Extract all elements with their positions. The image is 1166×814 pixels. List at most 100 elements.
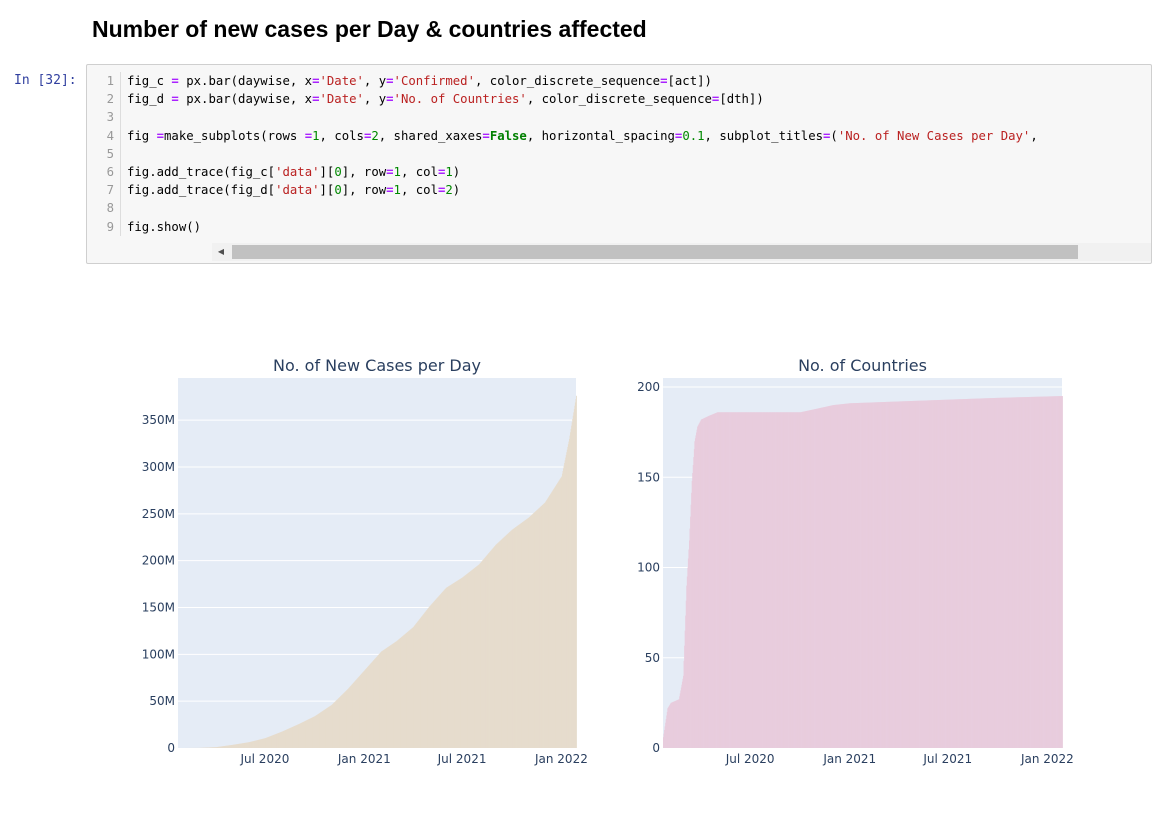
bar — [365, 668, 367, 748]
bar — [996, 397, 998, 748]
bar — [478, 564, 480, 748]
y-tick-label: 350M — [142, 413, 175, 427]
horizontal-scrollbar[interactable]: ◀ ▶ — [212, 243, 1151, 261]
bar — [748, 412, 750, 748]
scroll-left-icon[interactable]: ◀ — [217, 247, 225, 256]
bar — [524, 520, 526, 748]
bar — [712, 414, 714, 748]
bar — [984, 398, 985, 748]
bar — [392, 643, 394, 748]
bar — [354, 681, 356, 748]
bar — [494, 546, 496, 748]
code-line[interactable]: 2 fig_d = px.bar(daywise, x='Date', y='No… — [87, 90, 1151, 109]
bar — [704, 417, 706, 748]
bar — [775, 412, 777, 748]
bar — [1030, 396, 1032, 748]
bar — [513, 528, 515, 748]
bar — [426, 609, 428, 748]
bar — [301, 722, 303, 748]
code-line[interactable]: 7 fig.add_trace(fig_d['data'][0], row=1, … — [87, 181, 1151, 200]
code-line[interactable]: 4 fig =make_subplots(rows =1, cols=2, sha… — [87, 126, 1151, 145]
bar — [347, 689, 348, 748]
bar — [932, 400, 933, 748]
bar — [785, 412, 787, 748]
bar — [709, 415, 710, 748]
bar — [1015, 397, 1017, 748]
bar — [515, 527, 517, 748]
bar — [1031, 396, 1033, 748]
code-cell[interactable]: 1 fig_c = px.bar(daywise, x='Date', y='Co… — [86, 64, 1152, 264]
line-number: 2 — [87, 90, 121, 109]
bar — [243, 743, 245, 748]
y-tick-label: 150M — [142, 600, 175, 614]
code-token: = — [437, 183, 446, 198]
bar — [719, 412, 721, 748]
bar — [281, 731, 283, 748]
x-tick-label: Jan 2022 — [1020, 752, 1074, 766]
bar — [1008, 397, 1010, 748]
bar — [327, 707, 329, 748]
bar — [270, 735, 272, 748]
bar — [255, 740, 257, 748]
bar — [406, 632, 408, 748]
bar — [290, 727, 292, 748]
code-line[interactable]: 1 fig_c = px.bar(daywise, x='Date', y='Co… — [87, 72, 1151, 91]
bar — [519, 523, 521, 748]
bar — [539, 507, 541, 748]
scrollbar-thumb[interactable] — [232, 245, 1078, 259]
bar — [889, 401, 891, 748]
bar — [779, 412, 781, 748]
bar — [271, 735, 273, 748]
bar — [395, 641, 397, 748]
bar — [1056, 396, 1058, 748]
bar — [786, 412, 788, 748]
bar — [572, 419, 574, 748]
bar — [560, 478, 562, 748]
bar — [894, 401, 896, 748]
bar — [927, 400, 929, 748]
code-line[interactable]: 3 — [87, 108, 1151, 127]
bar — [738, 412, 740, 748]
bar — [889, 401, 891, 748]
bar — [435, 599, 436, 748]
bar — [408, 631, 409, 748]
bar — [758, 412, 760, 748]
bar — [392, 643, 394, 748]
bar — [444, 589, 446, 748]
code-line[interactable]: 8 — [87, 199, 1151, 218]
bar — [422, 615, 423, 748]
bar — [986, 398, 988, 748]
bar — [429, 605, 431, 748]
code-line[interactable]: 6 fig.add_trace(fig_c['data'][0], row=1, … — [87, 162, 1151, 182]
bar — [250, 741, 252, 748]
bar — [799, 412, 801, 748]
bar — [479, 563, 481, 748]
bar — [802, 411, 804, 748]
code-token: False — [489, 128, 527, 143]
bar — [1059, 396, 1061, 748]
bar — [835, 404, 837, 748]
bar — [482, 559, 484, 748]
bar — [713, 413, 715, 748]
code-line[interactable]: 9 fig.show() — [87, 217, 1151, 236]
bar — [1025, 397, 1027, 748]
bar — [317, 713, 319, 748]
bar — [416, 622, 418, 748]
code-line[interactable]: 5 — [87, 144, 1151, 163]
bar — [1032, 396, 1034, 748]
bar — [901, 401, 903, 748]
bar — [393, 643, 395, 748]
bar — [939, 399, 941, 748]
bar — [676, 700, 678, 748]
bar — [240, 743, 242, 748]
bar — [1007, 397, 1009, 748]
bar — [359, 675, 361, 748]
code-editor[interactable]: 1 fig_c = px.bar(daywise, x='Date', y='Co… — [87, 72, 1151, 236]
bar — [540, 506, 542, 748]
bar — [683, 660, 685, 748]
bar — [320, 712, 322, 748]
bar — [899, 401, 900, 748]
bar — [670, 702, 672, 748]
code-token: ], row — [341, 164, 387, 179]
